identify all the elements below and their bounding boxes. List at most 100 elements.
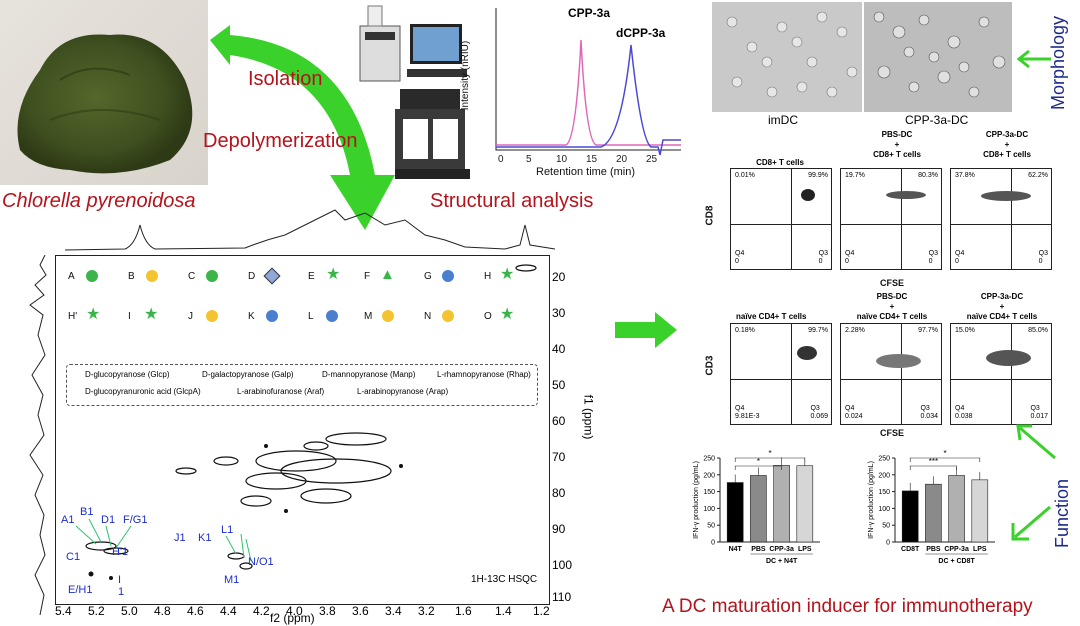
peak-label: K1 <box>198 532 212 544</box>
flow-dot-cluster <box>886 191 926 199</box>
xtick: 4.2 <box>253 604 270 618</box>
sig-star: *** <box>929 457 938 466</box>
bar-category-label: CPP-3a <box>769 546 794 553</box>
bar-ylabel: IFN-γ production (pg/mL) <box>693 461 700 539</box>
peak-label: E/H1 <box>68 584 93 596</box>
flow-cd4-title-3: CPP-3a-DC + naïve CD4+ T cells <box>966 292 1038 321</box>
flow-cd4-title-2: PBS-DC + naïve CD4+ T cells <box>856 292 928 321</box>
residue-label: H' <box>68 311 78 322</box>
morph-cpp3a-image <box>864 2 1012 112</box>
xtick: 1.2 <box>533 604 550 618</box>
flow-cd4-block: CD3 naïve CD4+ T cells PBS-DC + naïve CD… <box>700 292 1060 450</box>
instrument-illustration <box>359 5 470 179</box>
hsqc-left-projection <box>29 255 47 615</box>
legend-araf: L-arabinofuranose (Araf) <box>237 387 325 396</box>
xtick: 1.6 <box>455 604 472 618</box>
flow-q3: Q3 0 <box>928 250 938 265</box>
bar-category-label: LPS <box>973 546 987 553</box>
hplc-chart: 0 5 10 15 20 25 Intensity (nRIU) Retenti… <box>460 0 688 185</box>
flow-cd8-title-1: CD8+ T cells <box>756 158 804 167</box>
flow-q3: Q3 0.034 <box>920 405 938 420</box>
flow-cd8-title-2: PBS-DC + CD8+ T cells <box>873 130 921 159</box>
ifn-bar-chart-2: IFN-γ production (pg/mL) 0 50 100 150 200 250 C… <box>868 450 995 565</box>
bar <box>971 479 989 543</box>
flow-q1: 2.28% <box>845 327 865 334</box>
flow-q2: 62.2% <box>1028 172 1048 179</box>
flow-q1: 19.7% <box>845 172 865 179</box>
residue-label: I <box>128 311 131 322</box>
flow-dot-cluster <box>986 350 1031 366</box>
flow-cd8-panel-2: 19.7% 80.3% Q4 0 Q3 0 <box>840 168 942 270</box>
flow-cd8-xlabel: CFSE <box>880 278 905 288</box>
bar-ytick-label: 100 <box>703 506 715 513</box>
process-arrow <box>210 25 395 230</box>
bar-ylabel: IFN-γ production (pg/mL) <box>868 461 875 539</box>
bar-category-label: N4T <box>729 546 743 553</box>
flow-cd8-ylabel: CD8 <box>704 205 716 226</box>
flow-dot-cluster <box>981 191 1031 201</box>
ytick: 40 <box>552 342 566 356</box>
xtick: 3.8 <box>319 604 336 618</box>
flow-cd4-panel-3: 15.0% 85.0% Q4 0.038 Q3 0.017 <box>950 323 1052 425</box>
peak-label: L1 <box>221 524 234 536</box>
bar-ytick-label: 150 <box>703 489 715 496</box>
glcp-circle-icon <box>442 270 454 282</box>
flow-cd4-ylabel: CD3 <box>704 355 716 376</box>
araf-star-icon: ★ <box>326 266 341 283</box>
hplc-axes <box>495 8 681 151</box>
peak-label: B1 <box>80 506 94 518</box>
residue-label: F <box>364 271 371 282</box>
peak-label: I 1 <box>118 574 125 598</box>
flow-q1: 0.01% <box>735 172 755 179</box>
sig-bracket <box>909 465 957 470</box>
flow-q4: Q4 0 <box>845 250 855 265</box>
xtick: 4.4 <box>220 604 237 618</box>
bar-category-label: LPS <box>798 546 812 553</box>
bar-ytick-label: 200 <box>878 472 890 479</box>
hplc-xtick-3: 15 <box>586 154 598 165</box>
hplc-peak-dcpp3a <box>496 44 681 156</box>
bar-ytick-label: 0 <box>711 540 715 547</box>
function-arrow-up-icon <box>1016 424 1056 460</box>
xtick: 5.0 <box>121 604 138 618</box>
legend-manp: D-mannopyranose (Manp) <box>322 370 416 379</box>
residue-label: K <box>248 311 255 322</box>
flow-dot-cluster <box>876 354 921 368</box>
galp-circle-icon <box>146 270 158 282</box>
bar <box>948 475 965 543</box>
bar-ytick-label: 150 <box>878 489 890 496</box>
group-label: DC + CD8T <box>938 558 975 565</box>
peak-label: F/G1 <box>123 514 148 526</box>
flow-q4: Q4 9.81E-3 <box>735 405 760 420</box>
residue-label: G <box>424 271 432 282</box>
morphology-label: Morphology <box>1048 15 1068 110</box>
residue-label: H <box>484 271 492 282</box>
hplc-xtick-2: 10 <box>556 154 568 165</box>
hplc-peak1-label: CPP-3a <box>568 6 611 20</box>
residue-label: O <box>484 311 492 322</box>
sig-bracket <box>909 457 981 462</box>
bar <box>925 483 942 543</box>
hsqc-panel: A B C D E ★ F ▲ G H ★ H' ★ I ★ J K L M N… <box>55 255 550 605</box>
flow-cd4-panel-1: 0.18% 99.7% Q4 9.81E-3 Q3 0.069 <box>730 323 832 425</box>
peak-label: J1 <box>174 532 186 544</box>
flow-q3: Q3 0 <box>1038 250 1048 265</box>
flow-q4: Q4 0.038 <box>955 405 973 420</box>
peak-label: H'1 <box>112 546 129 558</box>
residue-label: B <box>128 271 135 282</box>
monosaccharide-legend: D-glucopyranose (Glcp) D-galactopyranose… <box>66 364 538 406</box>
rhap-triangle-icon: ▲ <box>380 266 395 283</box>
legend-arap: L-arabinopyranose (Arap) <box>357 387 449 396</box>
flow-q1: 37.8% <box>955 172 975 179</box>
bar <box>901 490 919 543</box>
xtick: 5.4 <box>55 604 72 618</box>
hsqc-xticks: 5.4 5.2 5.0 4.8 4.6 4.4 4.2 4.0 3.8 3.6 … <box>55 604 555 618</box>
hsqc-xlabel: f2 (ppm) <box>270 611 315 625</box>
arap-star-icon: ★ <box>500 306 515 323</box>
sig-star: * <box>943 450 946 458</box>
right-arrow-icon <box>615 312 677 348</box>
ytick: 60 <box>552 414 566 428</box>
hplc-xtick-5: 25 <box>646 154 658 165</box>
organism-label: Chlorella pyrenoidosa <box>2 190 196 212</box>
isolation-label: Isolation <box>248 68 323 90</box>
